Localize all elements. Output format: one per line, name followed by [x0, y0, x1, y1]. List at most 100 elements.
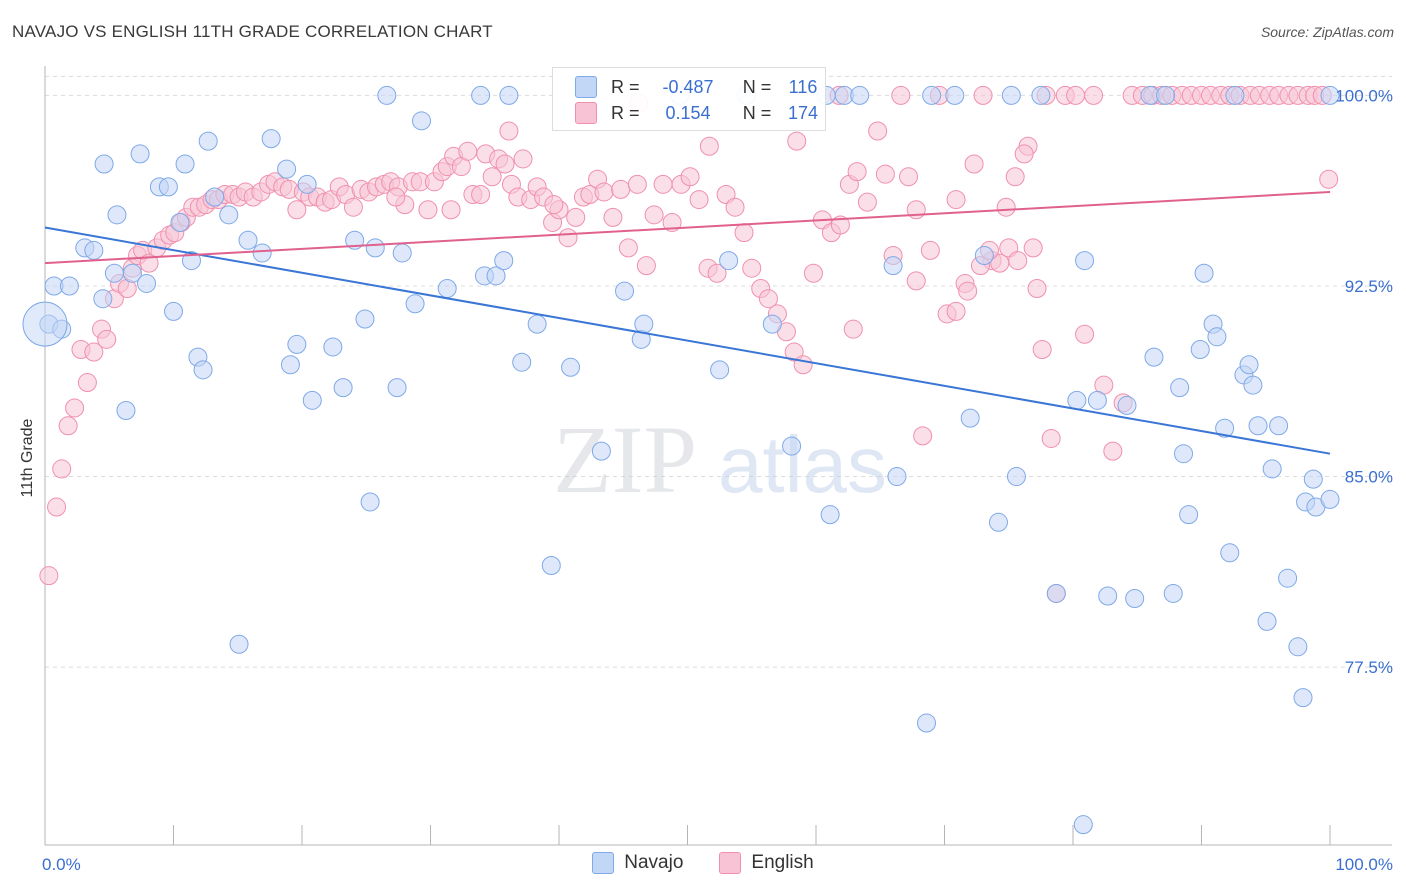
navajo-point	[1288, 637, 1308, 657]
r-value: -0.487	[662, 76, 714, 97]
navajo-point	[615, 281, 635, 301]
english-point	[1066, 85, 1086, 105]
english-point	[594, 182, 614, 202]
legend-item-navajo[interactable]: Navajo	[592, 852, 683, 874]
navajo-point	[988, 512, 1008, 532]
navajo-legend-swatch	[592, 852, 615, 874]
navajo-point	[499, 85, 519, 105]
english-point	[418, 200, 438, 220]
english-point	[471, 185, 491, 205]
navajo-point	[323, 337, 343, 357]
navajo-point	[1243, 375, 1263, 395]
english-point	[513, 149, 533, 169]
watermark-atlas: atlas	[718, 420, 887, 509]
navajo-trend-line	[44, 226, 1331, 455]
navajo-point	[1073, 815, 1093, 835]
navajo-point	[377, 85, 397, 105]
english-point	[1005, 167, 1025, 187]
navajo-point	[494, 251, 514, 271]
english-point	[558, 228, 578, 248]
correlation-legend: R = -0.487 N = 116 R = 0.154 N = 174	[552, 67, 826, 131]
legend-item-english[interactable]: English	[719, 852, 814, 874]
r-value: 0.154	[665, 102, 711, 123]
n-value: 116	[788, 76, 818, 97]
navajo-point	[782, 436, 802, 456]
source-label: Source: ZipAtlas.com	[1260, 24, 1394, 40]
english-legend-swatch	[719, 852, 742, 874]
english-point	[386, 187, 406, 207]
navajo-point	[158, 177, 178, 197]
navajo-point	[917, 713, 937, 733]
navajo-point	[1320, 85, 1340, 105]
english-point	[287, 200, 307, 220]
english-point	[699, 136, 719, 156]
navajo-point	[1144, 347, 1164, 367]
navajo-point	[116, 400, 136, 420]
navajo-point	[719, 251, 739, 271]
navajo-point	[1215, 418, 1235, 438]
navajo-point	[302, 390, 322, 410]
english-point	[603, 207, 623, 227]
navajo-point	[1179, 505, 1199, 525]
navajo-point	[974, 245, 994, 265]
english-point	[899, 167, 919, 187]
navajo-point	[883, 256, 903, 276]
navajo-point	[762, 314, 782, 334]
english-point	[847, 162, 867, 182]
chart-title: NAVAJO VS ENGLISH 11TH GRADE CORRELATION…	[12, 22, 493, 41]
english-point	[758, 289, 778, 309]
english-point	[843, 319, 863, 339]
navajo-point	[710, 360, 730, 380]
series-navajo-points	[22, 85, 1340, 835]
navajo-point	[355, 309, 375, 329]
navajo-point	[387, 378, 407, 398]
navajo-point-large	[22, 301, 68, 347]
navajo-point	[1098, 586, 1118, 606]
english-point	[946, 190, 966, 210]
navajo-point	[1190, 340, 1210, 360]
english-point	[996, 197, 1016, 217]
english-point	[906, 271, 926, 291]
navajo-point	[1001, 85, 1021, 105]
english-point	[644, 205, 664, 225]
english-point	[958, 281, 978, 301]
english-point	[343, 197, 363, 217]
navajo-point	[1125, 589, 1145, 609]
english-point	[680, 167, 700, 187]
english-point	[920, 240, 940, 260]
english-legend-label: English	[751, 852, 814, 873]
navajo-point	[1006, 467, 1026, 487]
navajo-point	[229, 634, 249, 654]
navajo-point	[850, 85, 870, 105]
english-point	[1014, 144, 1034, 164]
navajo-point	[277, 159, 297, 179]
navajo-point	[1293, 688, 1313, 708]
english-point	[830, 215, 850, 235]
navajo-point	[84, 240, 104, 260]
navajo-point	[922, 85, 942, 105]
legend-row-english: R = 0.154 N = 174	[575, 101, 823, 125]
navajo-point	[164, 301, 183, 321]
navajo-point	[252, 243, 272, 263]
navajo-point	[107, 205, 127, 225]
y-tick-label-0: 77.5%	[1345, 658, 1393, 677]
navajo-point	[198, 131, 218, 151]
navajo-point	[130, 144, 150, 164]
navajo-point	[392, 243, 412, 263]
series-legend: Navajo English	[0, 852, 1406, 874]
navajo-point	[175, 154, 195, 174]
navajo-point	[960, 408, 980, 428]
english-point	[803, 263, 823, 283]
english-point	[973, 85, 993, 105]
navajo-point	[297, 174, 317, 194]
navajo-point	[471, 85, 491, 105]
navajo-legend-label: Navajo	[624, 852, 684, 873]
navajo-point	[634, 314, 654, 334]
english-point	[495, 154, 515, 174]
navajo-point	[333, 378, 353, 398]
navajo-point	[945, 85, 965, 105]
navajo-point	[437, 279, 457, 299]
watermark: ZIP atlas	[553, 406, 887, 513]
navajo-point	[1303, 469, 1323, 489]
english-point	[65, 398, 85, 418]
